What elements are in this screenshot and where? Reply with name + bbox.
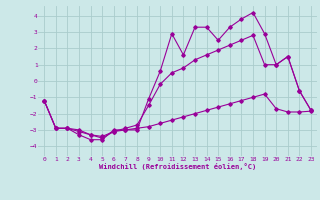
X-axis label: Windchill (Refroidissement éolien,°C): Windchill (Refroidissement éolien,°C) — [99, 163, 256, 170]
